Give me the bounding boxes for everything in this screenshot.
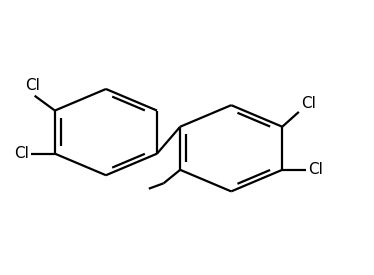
- Text: Cl: Cl: [14, 146, 29, 161]
- Text: Cl: Cl: [301, 95, 316, 111]
- Text: Cl: Cl: [25, 78, 40, 93]
- Text: Cl: Cl: [308, 162, 323, 177]
